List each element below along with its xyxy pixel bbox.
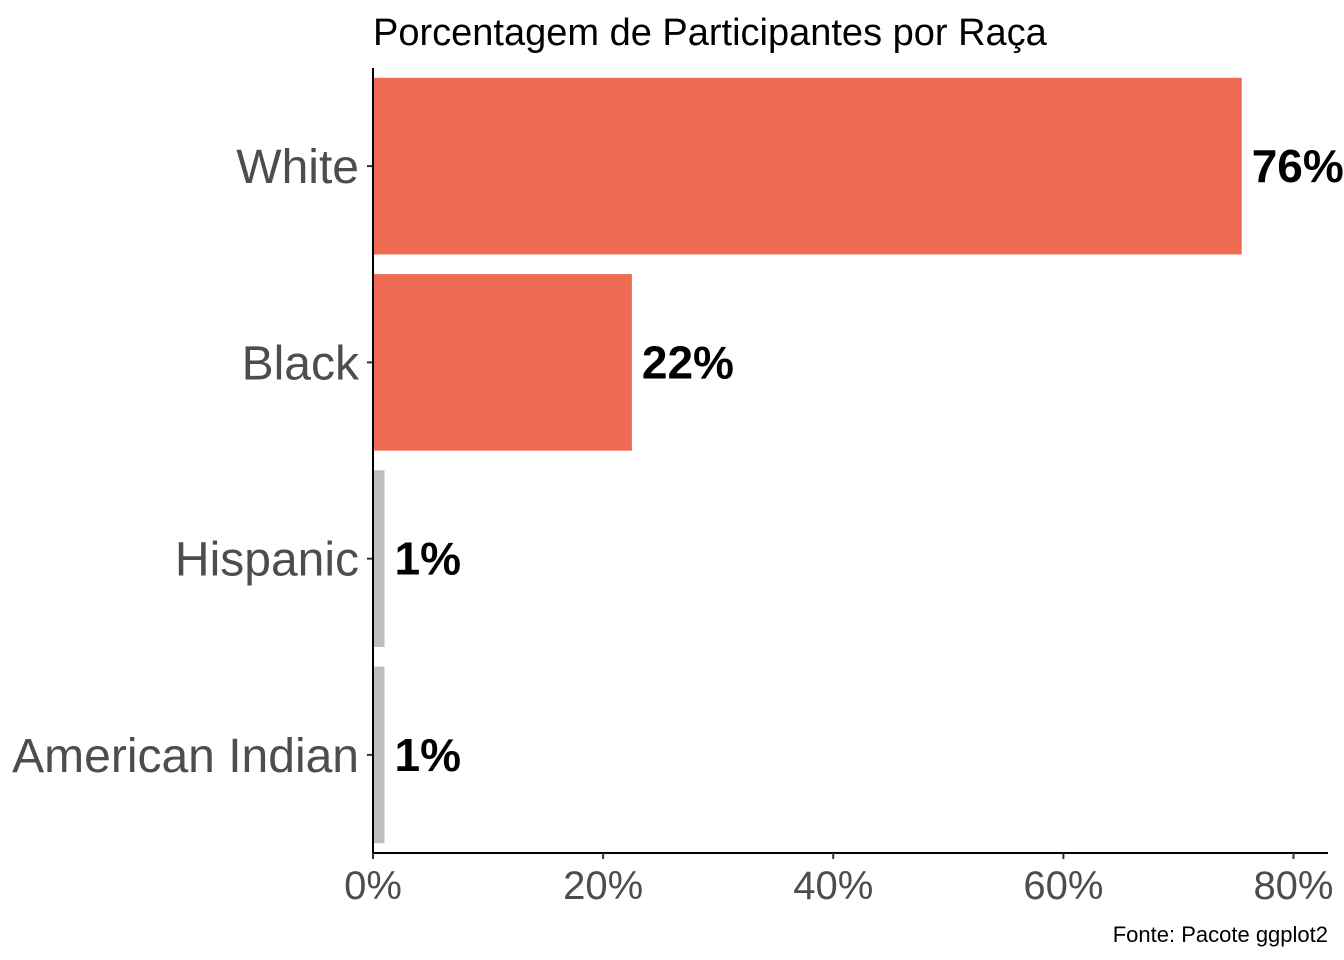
data-label-american-indian: 1% <box>395 729 461 781</box>
data-label-hispanic: 1% <box>395 533 461 585</box>
chart-caption: Fonte: Pacote ggplot2 <box>1113 922 1328 947</box>
y-tick-label: Hispanic <box>175 534 359 587</box>
x-tick-label: 40% <box>793 864 873 908</box>
data-labels-layer: 76% 22% 1% 1% <box>395 140 1344 781</box>
x-tick-label: 0% <box>344 864 402 908</box>
bar-black <box>373 274 632 451</box>
y-tick-label: American Indian <box>12 730 359 783</box>
chart-title: Porcentagem de Participantes por Raça <box>373 12 1048 54</box>
bars-layer <box>373 77 1242 844</box>
x-tick-label: 60% <box>1023 864 1103 908</box>
x-axis: 0% 20% 40% 60% 80% <box>344 852 1334 908</box>
data-label-black: 22% <box>642 336 734 388</box>
x-tick-label: 20% <box>563 864 643 908</box>
bar-hispanic <box>373 470 385 647</box>
x-tick-label: 80% <box>1253 864 1333 908</box>
bar-american-indian <box>373 666 385 844</box>
y-axis: White Black Hispanic American Indian <box>12 68 374 853</box>
y-tick-label: Black <box>242 337 360 390</box>
data-label-white: 76% <box>1252 140 1344 192</box>
y-tick-label: White <box>236 141 359 194</box>
bar-white <box>373 77 1242 255</box>
